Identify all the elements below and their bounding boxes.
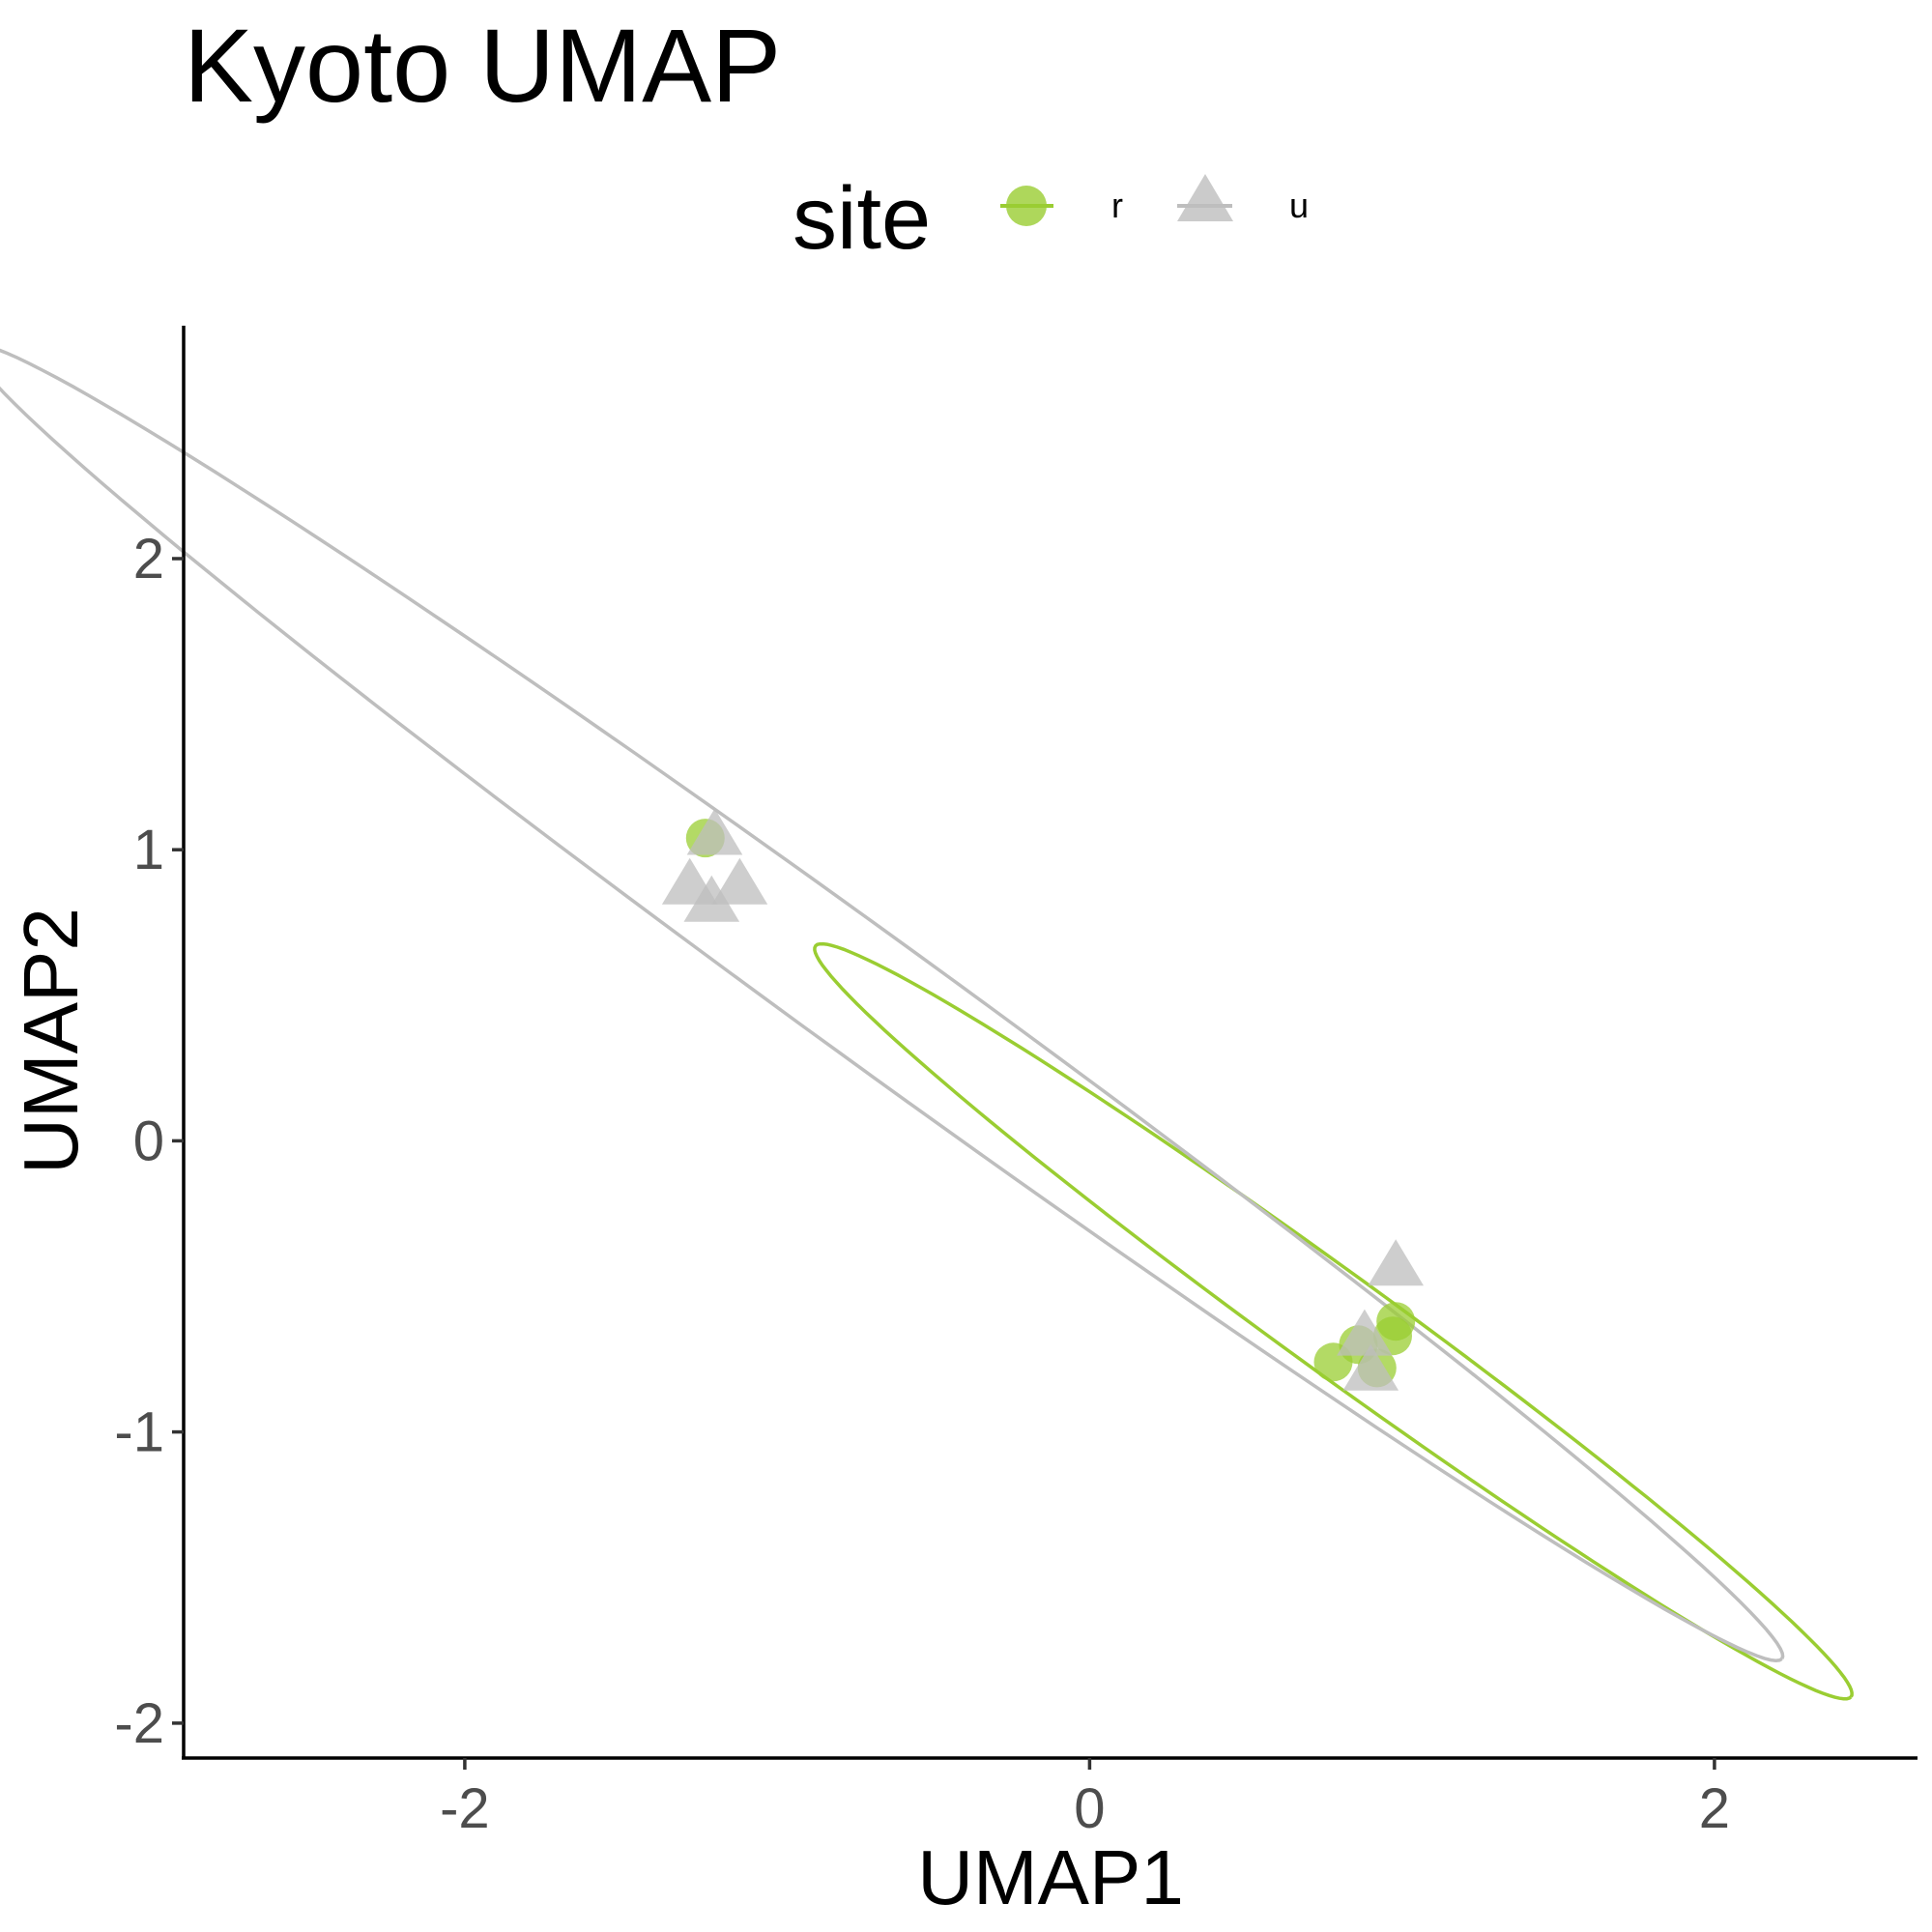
legend-title: site bbox=[793, 169, 931, 268]
point-u-2 bbox=[711, 857, 768, 905]
x-tick-label-2: 2 bbox=[1699, 1777, 1730, 1840]
legend-circle-icon bbox=[1006, 186, 1047, 226]
y-tick-label-0: -2 bbox=[114, 1692, 164, 1755]
y-tick-label-4: 2 bbox=[133, 528, 164, 591]
legend-triangle-icon bbox=[1177, 174, 1233, 221]
point-layer bbox=[661, 808, 1424, 1391]
point-u-0 bbox=[686, 808, 743, 855]
point-u-3 bbox=[683, 875, 740, 922]
x-tick-label-1: 0 bbox=[1074, 1777, 1105, 1840]
point-u-4 bbox=[1368, 1239, 1424, 1286]
y-tick-label-2: 0 bbox=[133, 1110, 164, 1172]
legend-label-r: r bbox=[1111, 186, 1123, 225]
ellipse-r bbox=[813, 941, 1854, 1701]
ellipse-u bbox=[0, 348, 1785, 1662]
x-axis-title: UMAP1 bbox=[917, 1834, 1184, 1920]
legend: site r u bbox=[793, 169, 1309, 268]
chart-title: Kyoto UMAP bbox=[184, 7, 781, 124]
x-tick-label-0: -2 bbox=[440, 1777, 490, 1840]
legend-label-u: u bbox=[1289, 186, 1309, 225]
legend-key-u: u bbox=[1177, 174, 1309, 225]
y-axis-title: UMAP2 bbox=[8, 908, 94, 1174]
point-u-6 bbox=[1342, 1343, 1399, 1391]
point-u-5 bbox=[1337, 1309, 1393, 1356]
tick-layer: -2 0 2 -2 -1 0 1 2 bbox=[114, 528, 1730, 1840]
legend-key-r: r bbox=[1000, 186, 1123, 226]
y-tick-label-1: -1 bbox=[114, 1401, 164, 1464]
y-tick-label-3: 1 bbox=[133, 819, 164, 881]
plot-panel: -2 0 2 -2 -1 0 1 2 bbox=[0, 326, 1918, 1840]
ellipse-layer bbox=[0, 348, 1854, 1701]
